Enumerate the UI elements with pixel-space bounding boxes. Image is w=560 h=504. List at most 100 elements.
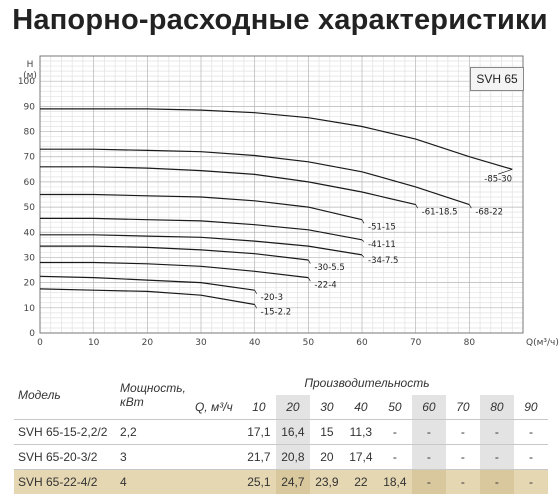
cell-head: - <box>445 444 480 470</box>
cell-model: SVH 65-20-3/2 <box>14 444 117 470</box>
curve-leader <box>254 304 257 309</box>
y-tick-label: 40 <box>24 228 36 238</box>
curves <box>39 108 513 306</box>
cell-head: - <box>479 469 514 494</box>
curve-20-3 <box>39 275 255 291</box>
cell-head: - <box>479 419 514 445</box>
curve-label: -85-30 <box>484 174 512 184</box>
x-tick-label: 70 <box>410 338 422 348</box>
header-flow: 70 <box>456 400 470 414</box>
x-tick-label: 20 <box>142 338 154 348</box>
curve-51-15 <box>40 193 363 221</box>
cell-spacer <box>185 469 242 494</box>
curve-15-2.2 <box>39 288 255 306</box>
header-flow: 80 <box>479 395 514 420</box>
curve-label: -15-2.2 <box>261 308 291 318</box>
curve-leader <box>361 254 365 258</box>
curve-leader <box>415 204 418 209</box>
cell-head: - <box>377 419 412 445</box>
curve-label: -68-22 <box>475 208 503 218</box>
cell-head: 17,1 <box>241 419 276 445</box>
header-flow: 20 <box>275 395 310 420</box>
cell-head: 18,4 <box>377 469 412 494</box>
head-flow-chart: 0 10 20 30 40 50 60 70 80 0 10 20 30 40 50 60 70 80 90 100… <box>18 55 559 348</box>
header-flow: 40 <box>354 400 368 414</box>
header-power-line2: кВт <box>120 395 144 409</box>
curve-leader <box>308 277 311 282</box>
x-tick-label: 50 <box>303 338 315 348</box>
curve-leader <box>254 290 257 294</box>
header-power-line1: Мощность, <box>120 381 186 395</box>
performance-table: Модель Мощность, кВт Производительность Q… <box>14 371 548 494</box>
cell-model: SVH 65-22-4/2 <box>14 469 117 494</box>
y-tick-labels: 0 10 20 30 40 50 60 70 80 90 100 <box>18 77 35 339</box>
cell-head: 23,9 <box>309 469 344 494</box>
cell-head: 16,4 <box>275 419 310 445</box>
page-title: Напорно-расходные характеристики <box>12 4 548 36</box>
curve-34-7.5 <box>40 234 363 256</box>
cell-head: - <box>411 469 446 494</box>
cell-head: - <box>513 444 548 470</box>
x-tick-labels: 0 10 20 30 40 50 60 70 80 <box>37 338 475 348</box>
x-tick-label: 30 <box>195 338 207 348</box>
table-header-row-1: Модель Мощность, кВт Производительность <box>14 371 548 409</box>
x-tick-label: 80 <box>464 338 476 348</box>
header-performance: Производительность <box>304 376 430 390</box>
curve-leader <box>498 168 513 175</box>
curve-leader <box>308 259 311 264</box>
header-flow: 10 <box>252 400 266 414</box>
cell-head: - <box>411 419 446 445</box>
cell-head: - <box>377 444 412 470</box>
cell-head: 22 <box>343 469 378 494</box>
cell-spacer <box>185 444 242 470</box>
y-tick-label: 10 <box>24 304 36 314</box>
y-tick-label: 50 <box>24 203 36 213</box>
cell-head: - <box>513 419 548 445</box>
x-tick-label: 40 <box>249 338 261 348</box>
cell-spacer <box>185 419 242 445</box>
curve-30-5.5 <box>40 245 309 261</box>
cell-head: 24,7 <box>275 469 310 494</box>
cell-head: 20,8 <box>275 444 310 470</box>
y-tick-label: 70 <box>24 153 36 163</box>
header-flow: 90 <box>524 400 538 414</box>
curve-68-22 <box>40 148 470 206</box>
y-tick-label: 100 <box>18 77 35 87</box>
cell-power: 2,2 <box>116 419 186 445</box>
x-tick-label: 60 <box>356 338 368 348</box>
table-row: SVH 65-20-3/2 3 21,7 20,8 20 17,4- - - - - <box>14 444 548 470</box>
curve-leader <box>361 239 365 242</box>
curve-leader <box>469 204 472 209</box>
header-q: Q, м³/ч <box>194 400 233 414</box>
model-badge: SVH 65 <box>470 67 524 91</box>
header-power: Мощность, кВт <box>116 371 186 420</box>
curve-label: -34-7.5 <box>368 256 398 266</box>
y-tick-label: 20 <box>24 279 36 289</box>
curve-label: -20-3 <box>261 293 283 303</box>
curve-leader <box>361 219 365 224</box>
table-header-row-2: Q, м³/ч 10 20 30 40 50 60 70 80 90 <box>14 395 548 420</box>
cell-head: - <box>513 469 548 494</box>
x-tick-label: 0 <box>37 338 43 348</box>
curve-label: -51-15 <box>368 223 396 233</box>
cell-head: - <box>479 444 514 470</box>
grid-minor <box>40 56 523 333</box>
cell-power: 4 <box>116 469 186 494</box>
cell-head: 21,7 <box>241 444 276 470</box>
cell-head: 20 <box>309 444 344 470</box>
y-axis-label-h: H <box>27 60 34 70</box>
curve-22-4 <box>40 261 309 279</box>
cell-model: SVH 65-15-2,2/2 <box>14 419 117 445</box>
y-axis-label-unit: (м) <box>23 71 37 81</box>
cell-head: - <box>411 444 446 470</box>
cell-power: 3 <box>116 444 186 470</box>
cell-head: 17,4 <box>343 444 378 470</box>
curve-41-11 <box>40 217 363 241</box>
table-row: SVH 65-22-4/2 4 25,1 24,7 23,9 22 18,4- - - - <box>14 469 548 494</box>
curve-label: -61-18.5 <box>422 208 458 218</box>
curve-label: -22-4 <box>314 281 336 291</box>
header-flow: 60 <box>411 395 446 420</box>
y-tick-label: 90 <box>24 102 36 112</box>
y-tick-label: 60 <box>24 178 36 188</box>
curve-label: -30-5.5 <box>314 263 344 273</box>
